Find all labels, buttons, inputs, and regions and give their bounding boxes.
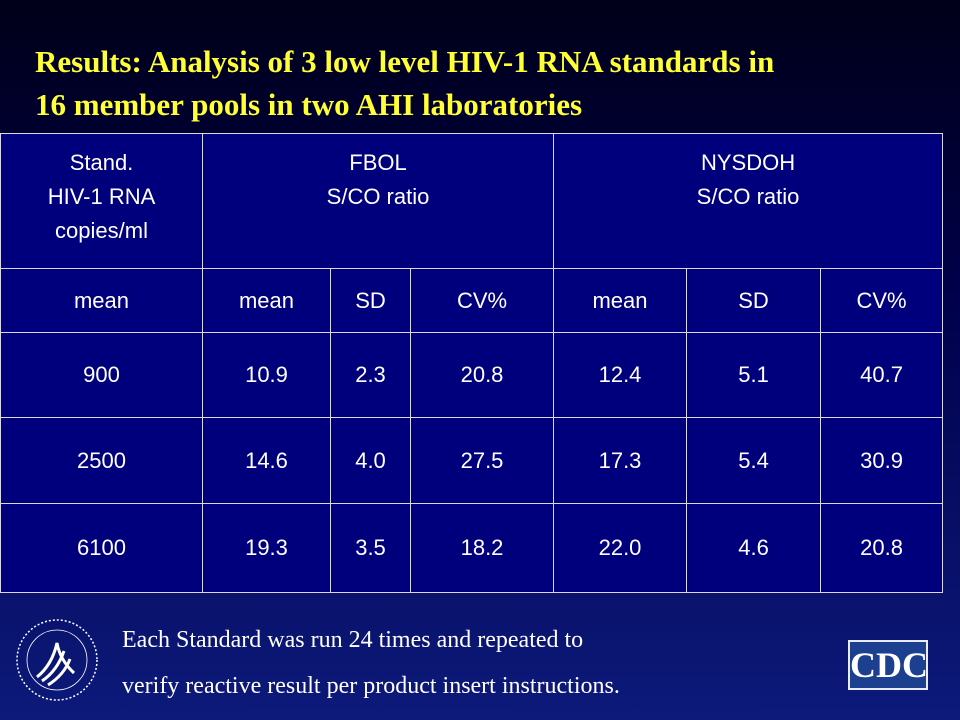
group-header-cell: NYSDOH S/CO ratio xyxy=(553,133,944,269)
footnote: Each Standard was run 24 times and repea… xyxy=(122,617,620,709)
group-header-cell: FBOL S/CO ratio xyxy=(201,133,555,269)
footnote-line: Each Standard was run 24 times and repea… xyxy=(122,627,584,653)
data-cell: 19.3 xyxy=(202,503,331,593)
cdc-logo: CDC xyxy=(848,640,928,690)
data-cell: 5.1 xyxy=(686,332,822,418)
subheader-cell: mean xyxy=(202,268,331,333)
subheader-row: mean mean SD CV% mean SD CV% xyxy=(0,268,944,333)
title-line: Results: Analysis of 3 low level HIV-1 R… xyxy=(35,44,775,79)
data-cell: 2.3 xyxy=(330,332,411,418)
data-cell: 12.4 xyxy=(553,332,688,418)
data-cell: 900 xyxy=(0,332,203,418)
data-row: 6100 19.3 3.5 18.2 22.0 4.6 20.8 xyxy=(0,503,944,593)
header-line: Stand. xyxy=(69,150,134,175)
data-cell: 20.8 xyxy=(820,503,944,593)
data-cell: 2500 xyxy=(0,417,203,504)
data-cell: 30.9 xyxy=(820,417,944,504)
header-line: FBOL xyxy=(349,150,407,175)
header-line: NYSDOH xyxy=(700,150,796,175)
subheader-cell: CV% xyxy=(409,268,555,333)
subheader-cell: mean xyxy=(0,268,203,333)
data-cell: 17.3 xyxy=(553,417,688,504)
subheader-cell: SD xyxy=(686,268,822,333)
subheader-cell: mean xyxy=(553,268,688,333)
data-cell: 6100 xyxy=(0,503,203,593)
data-row: 2500 14.6 4.0 27.5 17.3 5.4 30.9 xyxy=(0,417,944,504)
header-row: Stand. HIV-1 RNA copies/ml FBOL S/CO ratio N… xyxy=(0,133,944,269)
data-cell: 27.5 xyxy=(409,417,555,504)
hhs-logo xyxy=(16,619,98,701)
title-line: 16 member pools in two AHI laboratories xyxy=(35,87,583,122)
subheader-cell: SD xyxy=(330,268,411,333)
data-cell: 40.7 xyxy=(820,332,944,418)
data-cell: 3.5 xyxy=(330,503,411,593)
results-table: Stand. HIV-1 RNA copies/ml FBOL S/CO ratio N… xyxy=(0,133,944,593)
data-cell: 4.6 xyxy=(686,503,822,593)
data-cell: 14.6 xyxy=(202,417,331,504)
data-cell: 4.0 xyxy=(330,417,411,504)
data-cell: 18.2 xyxy=(409,503,555,593)
data-cell: 20.8 xyxy=(409,332,555,418)
slide-title: Results: Analysis of 3 low level HIV-1 R… xyxy=(35,40,774,126)
data-row: 900 10.9 2.3 20.8 12.4 5.1 40.7 xyxy=(0,332,944,418)
header-line: S/CO ratio xyxy=(696,184,800,209)
subheader-cell: CV% xyxy=(820,268,944,333)
header-line: S/CO ratio xyxy=(326,184,430,209)
footnote-line: verify reactive result per product inser… xyxy=(122,673,620,699)
header-line: HIV-1 RNA copies/ml xyxy=(47,184,156,243)
data-cell: 22.0 xyxy=(553,503,688,593)
header-cell: Stand. HIV-1 RNA copies/ml xyxy=(0,133,203,269)
data-cell: 5.4 xyxy=(686,417,822,504)
data-cell: 10.9 xyxy=(202,332,331,418)
